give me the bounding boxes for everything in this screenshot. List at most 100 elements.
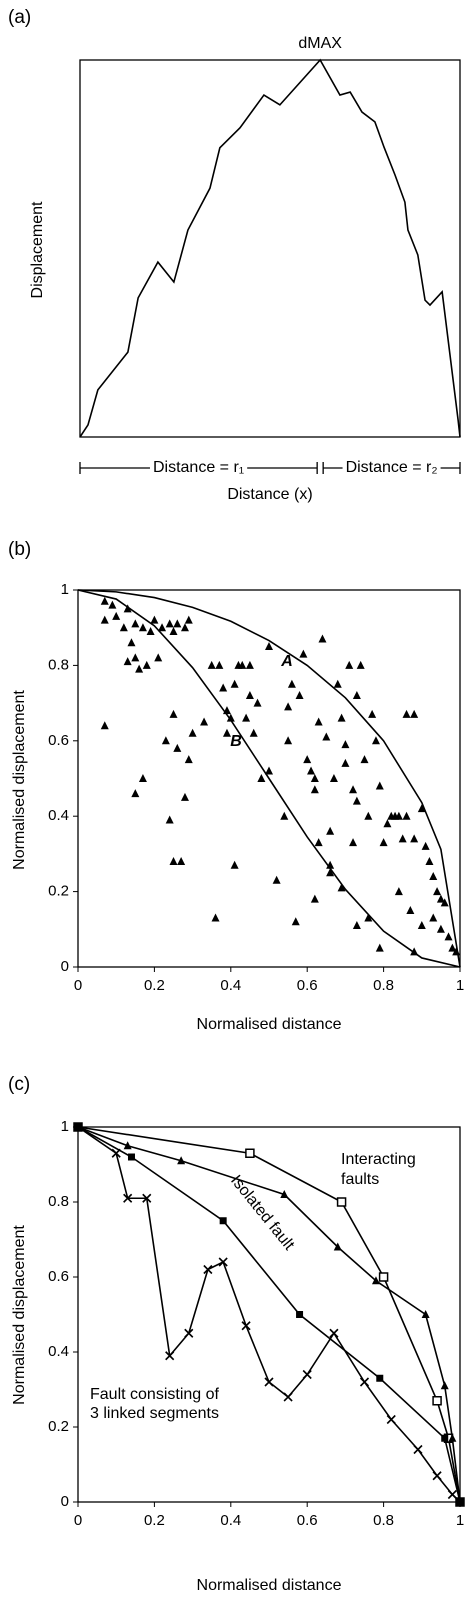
data-point [375, 781, 384, 790]
cross-marker [283, 1392, 293, 1402]
data-point [383, 819, 392, 828]
triangle-marker [123, 657, 132, 666]
data-point [402, 709, 411, 718]
triangle-marker [329, 774, 338, 782]
triangle-marker [337, 883, 346, 892]
data-point [158, 623, 167, 632]
data-point [310, 785, 319, 794]
panel-label: (b) [8, 539, 31, 560]
annotation: faults [341, 1171, 379, 1188]
data-point [291, 917, 300, 926]
triangle-marker [433, 887, 442, 896]
data-point [184, 755, 193, 764]
triangle-marker [310, 774, 319, 782]
data-point [150, 615, 159, 624]
triangle-marker [284, 702, 293, 711]
triangle-marker [394, 811, 403, 820]
cross-marker [241, 1321, 251, 1331]
triangle-marker [326, 868, 335, 877]
y-axis-label: Displacement [29, 201, 46, 298]
triangle-marker [341, 740, 350, 749]
data-point [111, 1148, 121, 1158]
triangle-marker [169, 709, 178, 718]
triangle-marker [238, 660, 247, 669]
data-point [207, 660, 216, 669]
data-point [379, 838, 388, 847]
data-point [352, 691, 361, 700]
data-point [280, 811, 289, 820]
series-label: B [230, 733, 242, 750]
span-label: Distance = r₂ [346, 459, 438, 476]
data-point [371, 1276, 380, 1285]
data-point [127, 1153, 135, 1161]
triangle-marker [310, 894, 319, 903]
triangle-marker [138, 774, 147, 782]
triangle-marker [349, 838, 358, 847]
data-point [131, 789, 140, 798]
triangle-marker [257, 774, 266, 782]
data-point [314, 838, 323, 847]
square-marker [127, 1153, 135, 1161]
series-line [77, 1126, 461, 1503]
data-point [318, 634, 327, 643]
triangle-marker [352, 921, 361, 930]
x-tick-label: 0.2 [144, 1512, 165, 1529]
cross-marker [165, 1351, 175, 1361]
x-tick-label: 0.8 [373, 1512, 394, 1529]
y-axis-label: Normalised displacement [11, 1225, 28, 1405]
data-point [436, 924, 445, 933]
x-tick-label: 0.8 [373, 977, 394, 994]
cross-marker [184, 1328, 194, 1338]
data-point [154, 653, 163, 662]
span-label-bg [342, 458, 441, 478]
data-point [394, 811, 403, 820]
data-point [302, 1369, 312, 1380]
data-point [429, 913, 438, 922]
data-point [108, 600, 117, 609]
triangle-marker [318, 634, 327, 643]
data-point [444, 932, 453, 941]
triangle-marker [200, 717, 209, 726]
data-point [368, 709, 377, 718]
plot-frame [79, 59, 461, 438]
triangle-marker [429, 913, 438, 922]
x-tick-label: 0.4 [220, 977, 241, 994]
data-point [265, 766, 273, 775]
annotation: Isolated fault [227, 1172, 298, 1254]
triangle-marker [173, 619, 182, 628]
data-point [310, 894, 319, 903]
series-line [77, 1126, 461, 1503]
data-point [284, 702, 293, 711]
data-point [421, 1310, 430, 1318]
data-point [326, 826, 335, 835]
triangle-marker [165, 815, 174, 824]
triangle-marker [253, 698, 262, 707]
x-tick-label: 0.2 [144, 977, 165, 994]
series-line [77, 589, 461, 968]
data-point [359, 1377, 370, 1387]
data-point [177, 1156, 186, 1165]
data-point [211, 913, 220, 922]
data-point [173, 743, 182, 752]
triangle-marker [303, 755, 312, 764]
data-point [410, 834, 419, 843]
data-point [283, 1392, 293, 1402]
triangle-marker [219, 683, 228, 692]
data-point [432, 1471, 442, 1481]
triangle-marker [337, 713, 346, 722]
triangle-marker [245, 660, 254, 669]
data-point [135, 664, 144, 673]
triangle-marker [249, 728, 258, 737]
triangle-marker [100, 615, 109, 624]
triangle-marker [307, 766, 316, 775]
triangle-marker [314, 838, 323, 847]
x-tick-label: 0.6 [297, 1512, 318, 1529]
data-point [341, 740, 350, 749]
triangle-marker [123, 604, 132, 613]
data-point [360, 755, 369, 764]
y-tick-label: 0.2 [48, 883, 69, 900]
panel-label: (a) [8, 7, 31, 28]
data-point [337, 713, 346, 722]
y-tick-label: 1 [61, 1118, 69, 1135]
square-marker [432, 1396, 442, 1406]
